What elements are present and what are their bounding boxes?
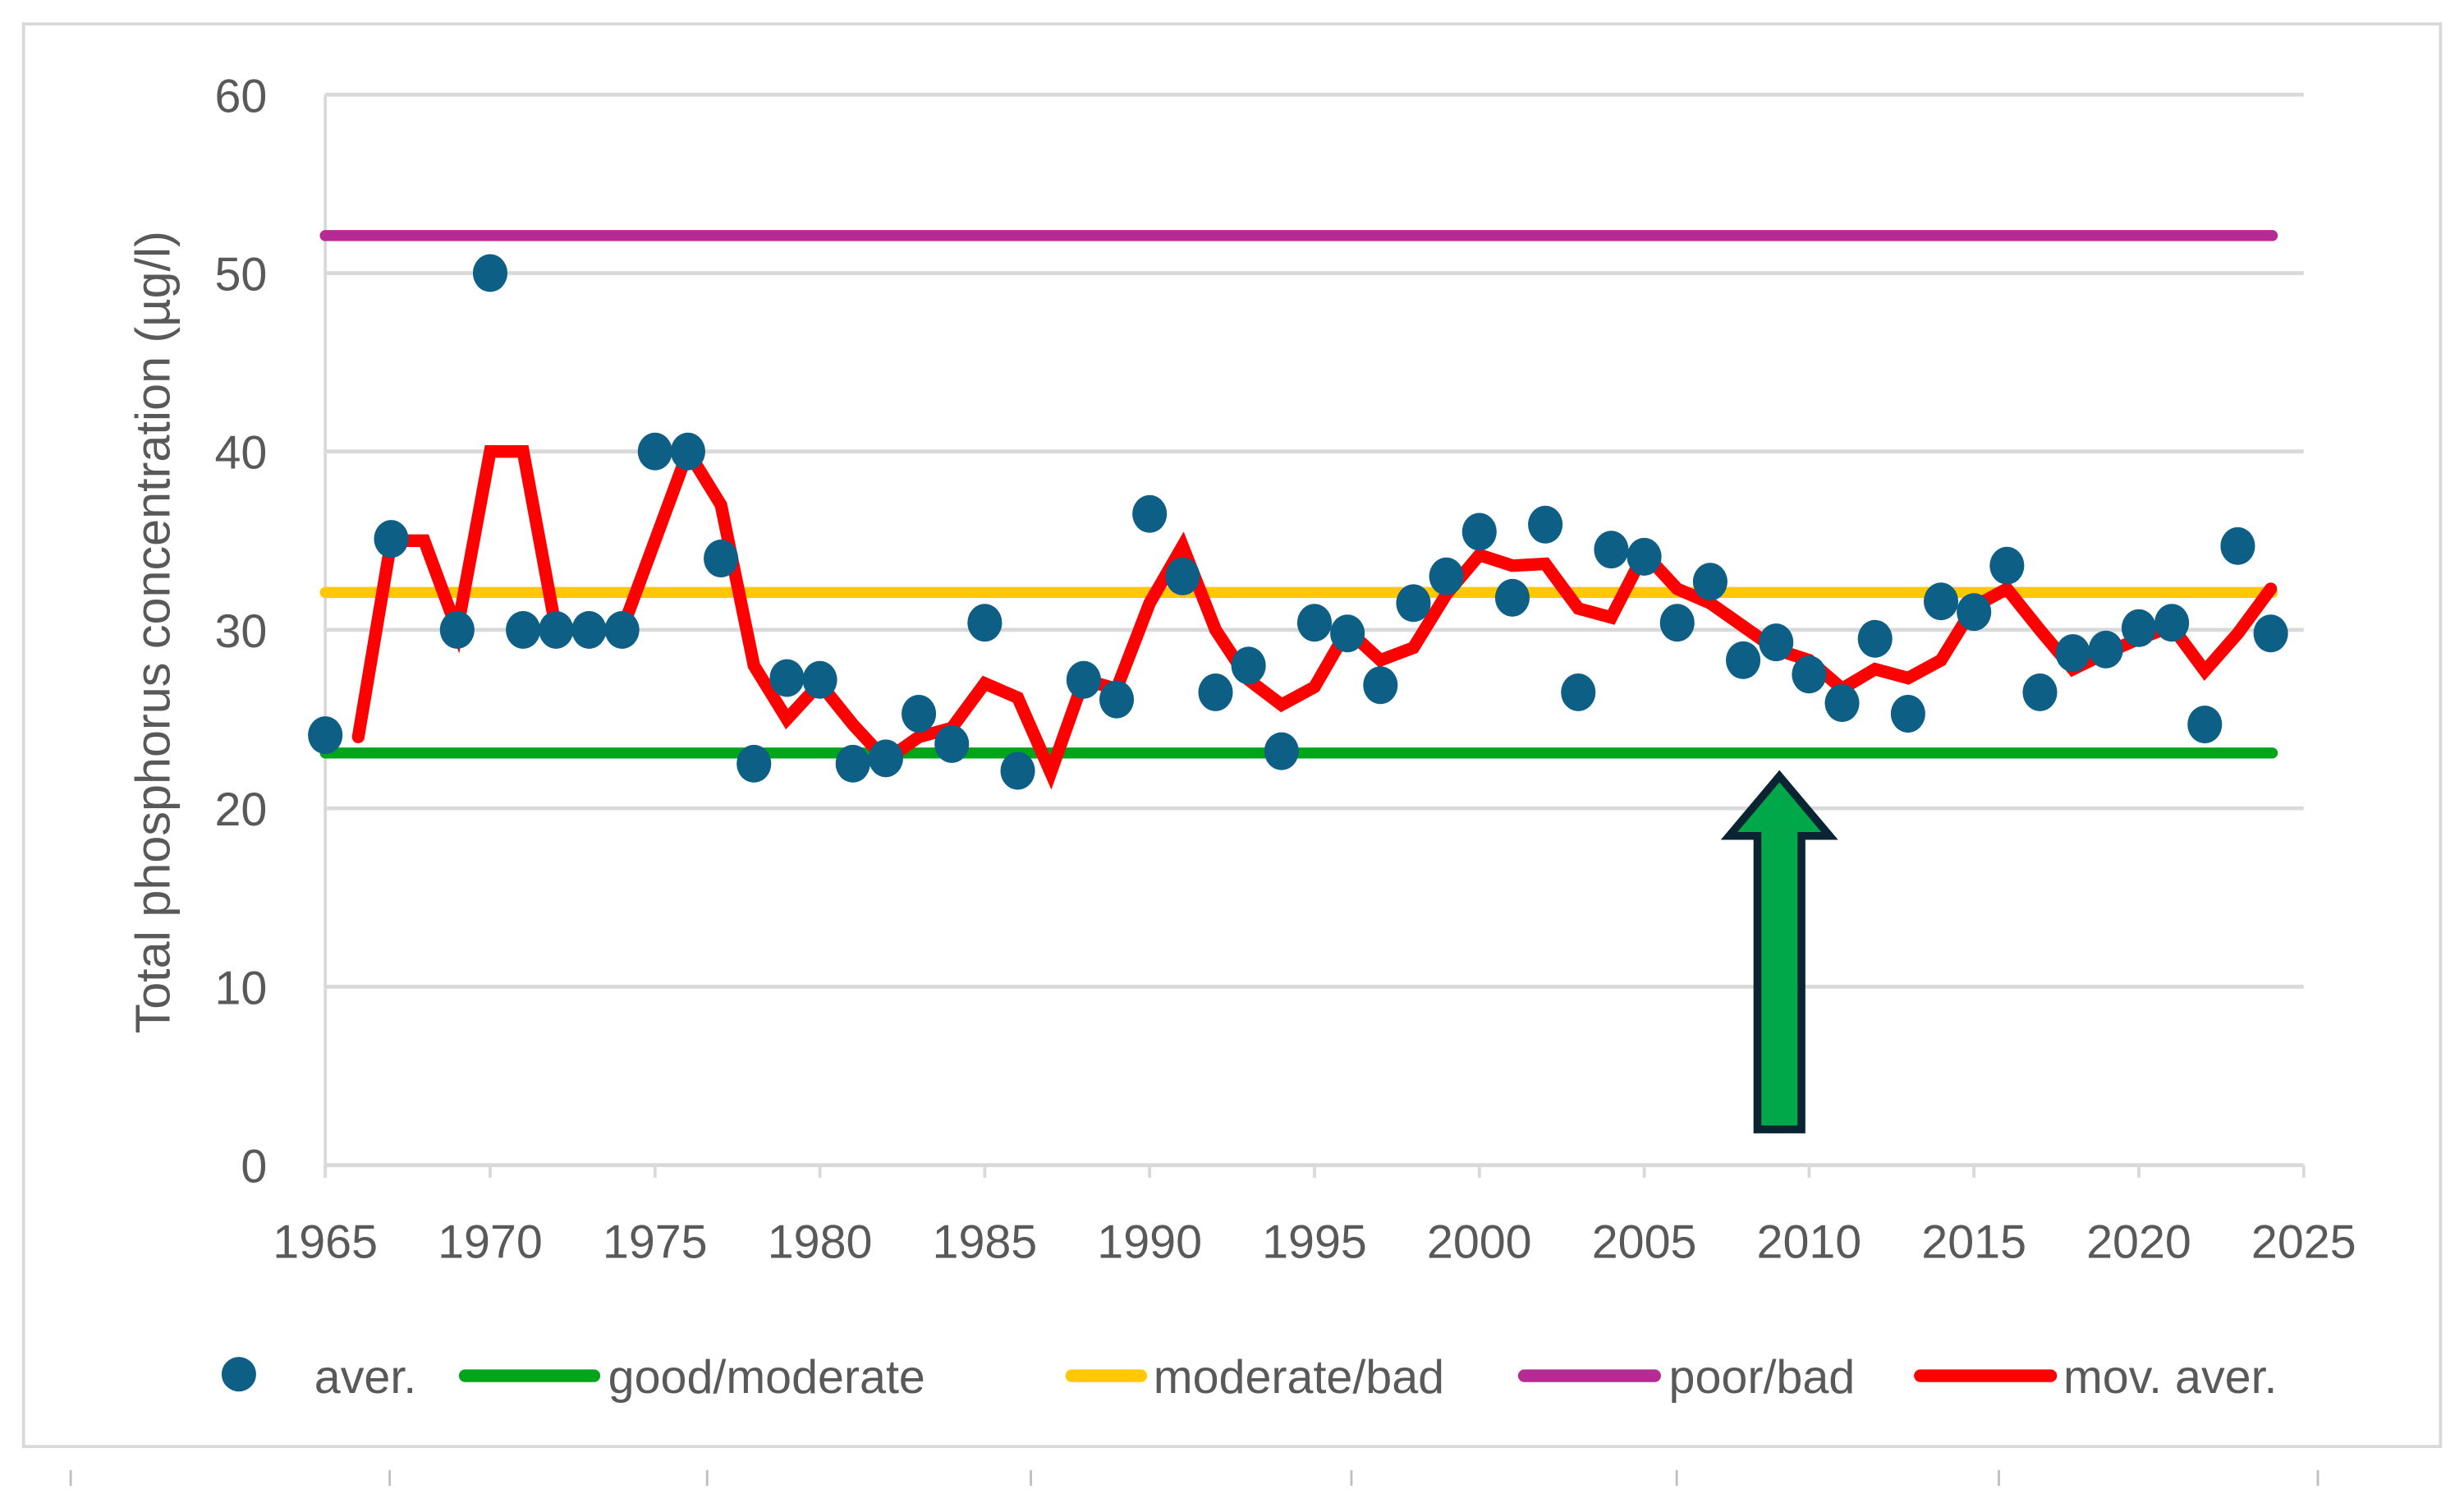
data-point bbox=[1726, 641, 1761, 679]
y-tick-label: 0 bbox=[241, 1141, 267, 1193]
average-scatter-series bbox=[308, 254, 2288, 790]
y-tick-label: 10 bbox=[215, 962, 268, 1014]
y-tick-label: 60 bbox=[215, 70, 268, 122]
data-point bbox=[1890, 695, 1925, 733]
data-point bbox=[1396, 584, 1431, 623]
data-point bbox=[1659, 604, 1695, 642]
data-point bbox=[2154, 604, 2190, 642]
data-point bbox=[769, 659, 805, 697]
data-point bbox=[308, 716, 343, 755]
data-point bbox=[472, 254, 508, 292]
data-point bbox=[1132, 494, 1168, 533]
data-point bbox=[2220, 526, 2255, 565]
data-point bbox=[2022, 673, 2058, 711]
data-point bbox=[637, 432, 672, 471]
data-point bbox=[1792, 655, 1827, 694]
x-tick-label: 1980 bbox=[768, 1216, 873, 1269]
data-point bbox=[1759, 623, 1794, 662]
data-point bbox=[902, 695, 937, 733]
data-point bbox=[1627, 537, 1662, 576]
legend-label-moderate-bad: moderate/bad bbox=[1154, 1351, 1444, 1404]
data-point bbox=[670, 432, 705, 471]
data-point bbox=[704, 540, 739, 577]
x-tick-label: 1965 bbox=[273, 1216, 378, 1269]
data-point bbox=[1494, 578, 1530, 617]
data-point bbox=[1296, 604, 1333, 642]
data-point bbox=[506, 610, 541, 649]
data-point bbox=[1429, 557, 1464, 595]
y-tick-labels: 0 10 20 30 40 50 60 bbox=[215, 70, 268, 1193]
x-tick-label: 2010 bbox=[1757, 1216, 1862, 1269]
y-tick-label: 20 bbox=[215, 784, 268, 836]
legend-label-aver: aver. bbox=[314, 1351, 416, 1404]
x-tick-label: 1990 bbox=[1097, 1216, 1202, 1269]
data-point bbox=[2055, 634, 2090, 673]
data-point bbox=[967, 604, 1003, 642]
data-point bbox=[1000, 752, 1035, 790]
moving-average-series bbox=[351, 437, 2278, 790]
data-point bbox=[1561, 673, 1596, 711]
up-arrow-icon bbox=[1720, 770, 1838, 1133]
x-tick-label: 2015 bbox=[1921, 1216, 2026, 1269]
x-tick-label: 2025 bbox=[2251, 1216, 2356, 1269]
data-point bbox=[1857, 619, 1893, 658]
data-point bbox=[1957, 593, 1992, 632]
data-point bbox=[835, 744, 870, 783]
data-point bbox=[374, 520, 409, 559]
x-tick-label: 1985 bbox=[933, 1216, 1038, 1269]
data-point bbox=[1692, 563, 1728, 601]
data-point bbox=[1198, 673, 1233, 711]
data-point bbox=[1330, 614, 1365, 653]
data-point bbox=[1923, 582, 1959, 621]
data-point bbox=[439, 610, 475, 649]
data-point bbox=[802, 660, 837, 699]
x-tick-label: 1995 bbox=[1262, 1216, 1367, 1269]
data-point bbox=[539, 610, 574, 649]
data-point bbox=[1165, 557, 1200, 595]
legend-marker-aver bbox=[221, 1357, 256, 1392]
x-tick-label: 2005 bbox=[1592, 1216, 1697, 1269]
x-tick-label: 1975 bbox=[603, 1216, 708, 1269]
y-tick-label: 40 bbox=[215, 427, 268, 480]
moving-average-line bbox=[351, 437, 2278, 790]
data-point bbox=[2121, 609, 2157, 647]
data-point bbox=[1231, 646, 1266, 685]
data-point bbox=[1989, 546, 2025, 585]
data-point bbox=[1461, 513, 1497, 551]
y-tick-label: 50 bbox=[215, 249, 268, 301]
data-point bbox=[1528, 505, 1563, 544]
data-point bbox=[2187, 706, 2223, 744]
legend-label-poor-bad: poor/bad bbox=[1669, 1351, 1856, 1404]
data-point bbox=[571, 610, 607, 649]
data-point bbox=[2088, 630, 2123, 669]
data-point bbox=[868, 739, 903, 778]
data-point bbox=[1099, 680, 1135, 719]
data-point bbox=[1264, 732, 1299, 770]
data-point bbox=[1824, 684, 1860, 722]
data-point bbox=[1363, 666, 1398, 705]
data-point bbox=[736, 744, 772, 783]
x-tick-label: 1970 bbox=[438, 1216, 543, 1269]
data-point bbox=[604, 610, 640, 649]
x-tick-label: 2000 bbox=[1427, 1216, 1532, 1269]
y-tick-label: 30 bbox=[215, 605, 268, 658]
data-point bbox=[1066, 660, 1101, 699]
legend: aver. good/moderate moderate/bad poor/ba… bbox=[221, 1351, 2278, 1404]
arrow-annotation bbox=[1720, 770, 1838, 1133]
data-point bbox=[2253, 614, 2288, 653]
y-axis-label: Total phosphorus concentration (µg/l) bbox=[126, 231, 181, 1033]
chart-frame bbox=[21, 22, 2443, 1449]
outer-tick-marks bbox=[69, 1469, 2319, 1487]
x-tick-labels: 1965 1970 1975 1980 1985 1990 1995 2000 2005 2010… bbox=[273, 1216, 2356, 1269]
data-point bbox=[1594, 531, 1629, 569]
legend-label-mov-aver: mov. aver. bbox=[2063, 1351, 2278, 1404]
data-point bbox=[934, 724, 970, 763]
x-tick-label: 2020 bbox=[2086, 1216, 2191, 1269]
legend-label-good-moderate: good/moderate bbox=[608, 1351, 925, 1404]
